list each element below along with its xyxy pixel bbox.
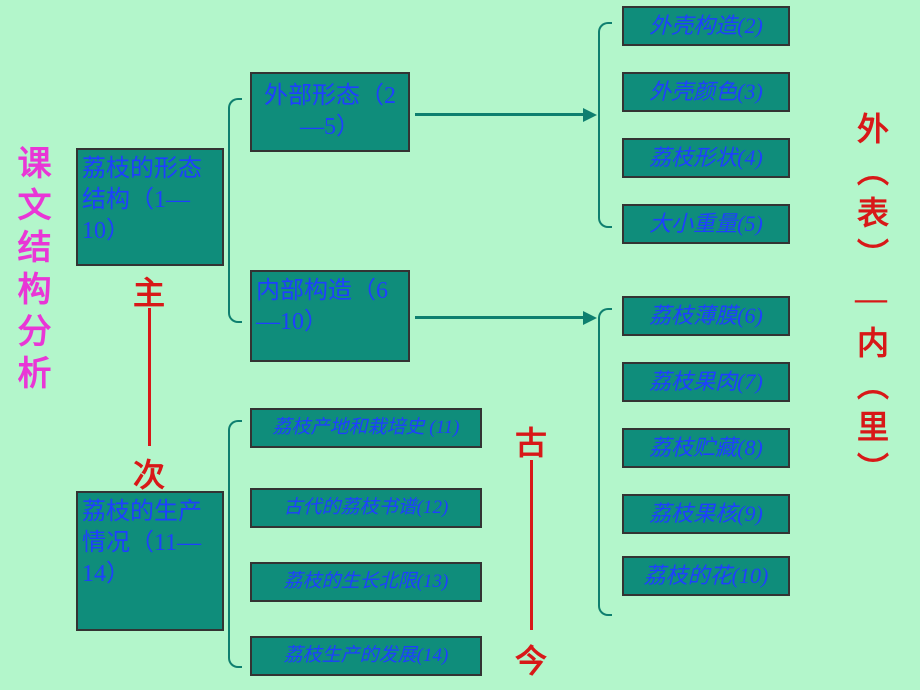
level3b-e-text: 荔枝的花(10) <box>644 563 769 589</box>
level3b-box-a: 荔枝薄膜(6) <box>622 296 790 336</box>
level3a-box-a: 外壳构造(2) <box>622 6 790 46</box>
mid-line <box>530 460 533 630</box>
level3a-d-text: 大小重量(5) <box>649 211 763 237</box>
bracket-1 <box>228 98 242 323</box>
level2b-b-text: 古代的荔枝书谱(12) <box>284 497 449 520</box>
mid-label-top: 古 <box>515 418 547 464</box>
level2-a-text: 外部形态（2—5） <box>256 81 404 143</box>
level3b-box-d: 荔枝果核(9) <box>622 494 790 534</box>
arrow-1 <box>415 113 585 116</box>
level3b-box-e: 荔枝的花(10) <box>622 556 790 596</box>
level1-box-b: 荔枝的生产情况（11—14） <box>76 491 224 631</box>
level2b-box-a: 荔枝产地和栽培史 (11) <box>250 408 482 448</box>
level3a-c-text: 荔枝形状(4) <box>649 145 763 171</box>
level2b-box-c: 荔枝的生长北限(13) <box>250 562 482 602</box>
level3b-d-text: 荔枝果核(9) <box>649 501 763 527</box>
level2b-d-text: 荔枝生产的发展(14) <box>284 645 449 668</box>
diagram-title: 课文结构分析 <box>6 145 55 397</box>
level2b-c-text: 荔枝的生长北限(13) <box>284 571 449 594</box>
level3a-box-d: 大小重量(5) <box>622 204 790 244</box>
level3b-box-b: 荔枝果肉(7) <box>622 362 790 402</box>
level1-b-text: 荔枝的生产情况（11—14） <box>82 497 218 591</box>
level3b-box-c: 荔枝贮藏(8) <box>622 428 790 468</box>
arrow-2 <box>415 316 585 319</box>
level1-a-text: 荔枝的形态结构（1—10） <box>82 154 218 248</box>
mid-label-bot: 今 <box>515 636 547 682</box>
level2-box-a: 外部形态（2—5） <box>250 72 410 152</box>
bracket-3b <box>598 308 612 616</box>
level3b-c-text: 荔枝贮藏(8) <box>649 435 763 461</box>
level1-box-a: 荔枝的形态结构（1—10） <box>76 148 224 266</box>
bracket-2b <box>228 420 242 668</box>
level2b-box-d: 荔枝生产的发展(14) <box>250 636 482 676</box>
level3b-a-text: 荔枝薄膜(6) <box>649 303 763 329</box>
level3b-b-text: 荔枝果肉(7) <box>649 369 763 395</box>
level2-b-text: 内部构造（6—10） <box>256 276 404 338</box>
level3a-box-c: 荔枝形状(4) <box>622 138 790 178</box>
level3a-box-b: 外壳颜色(3) <box>622 72 790 112</box>
right-label-text: 外（表）—内（里） <box>853 112 889 494</box>
right-label: 外（表）—内（里） <box>848 112 894 494</box>
title-text: 课文结构分析 <box>12 145 49 397</box>
connector-line <box>148 308 151 446</box>
level2b-a-text: 荔枝产地和栽培史 (11) <box>273 417 460 440</box>
connector-bot: 次 <box>133 450 165 496</box>
level3a-b-text: 外壳颜色(3) <box>649 79 763 105</box>
bracket-3a <box>598 22 612 228</box>
level2b-box-b: 古代的荔枝书谱(12) <box>250 488 482 528</box>
level2-box-b: 内部构造（6—10） <box>250 270 410 362</box>
level3a-a-text: 外壳构造(2) <box>649 13 763 39</box>
